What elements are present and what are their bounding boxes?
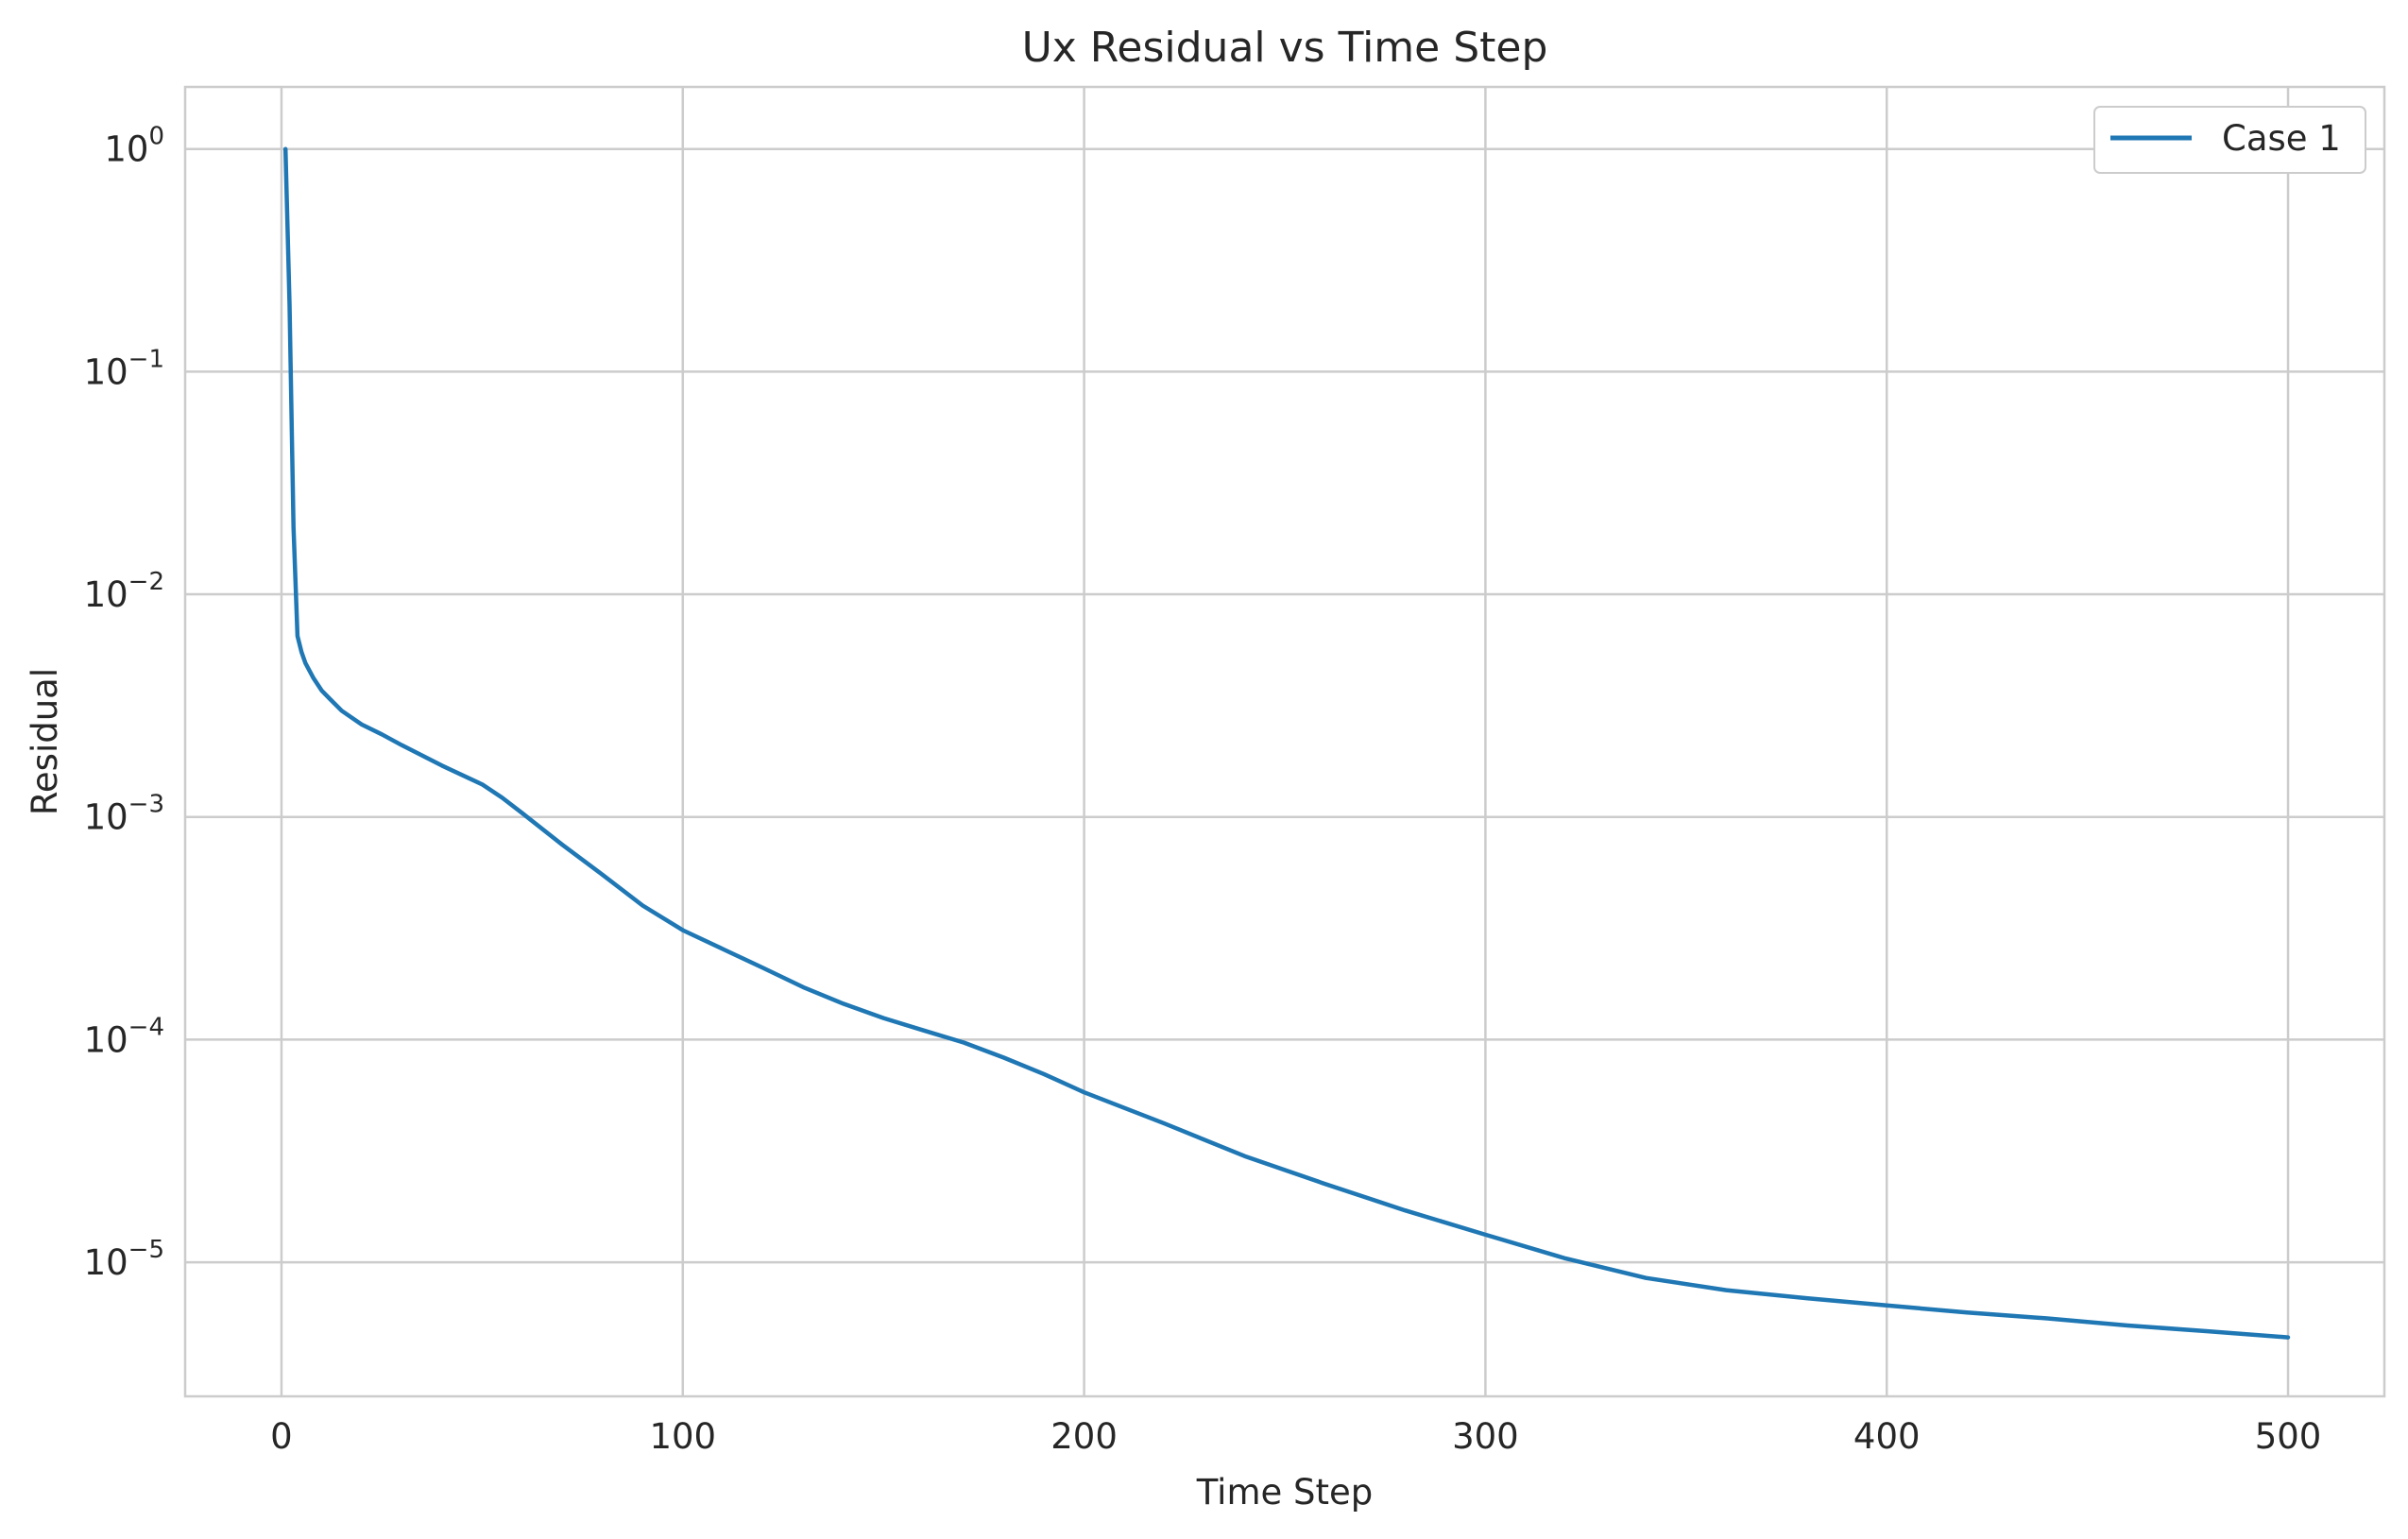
x-tick-label: 0 (270, 1416, 293, 1457)
axes-frame (183, 85, 2386, 1398)
legend-label-case-1: Case 1 (2222, 118, 2341, 159)
y-tick-label: 10−3 (84, 791, 164, 838)
x-tick-label: 200 (1050, 1416, 1118, 1457)
x-tick-label: 500 (2255, 1416, 2322, 1457)
legend: Case 1 (2093, 106, 2366, 174)
y-tick-label: 10−5 (84, 1236, 164, 1283)
x-axis-label: Time Step (1196, 1472, 1374, 1513)
x-tick-label: 400 (1853, 1416, 1921, 1457)
y-tick-label: 10−2 (84, 568, 164, 615)
y-axis-label: Residual (25, 668, 65, 815)
x-tick-label: 100 (649, 1416, 716, 1457)
chart-title: Ux Residual vs Time Step (1022, 24, 1548, 72)
plot-area (282, 146, 2291, 1340)
y-tick-label: 10−1 (84, 345, 164, 392)
y-tick-label: 10−4 (84, 1013, 164, 1060)
series-line-case-1 (282, 146, 2291, 1340)
legend-box (2093, 106, 2366, 174)
y-tick-labels: 100 10−1 10−2 10−3 10−4 10−5 (84, 123, 164, 1283)
x-gridlines (280, 87, 2290, 1396)
x-tick-label: 300 (1452, 1416, 1519, 1457)
x-tick-labels: 0 100 200 300 400 500 (270, 1416, 2321, 1457)
y-gridlines (185, 147, 2384, 1264)
y-tick-label: 100 (104, 123, 164, 170)
